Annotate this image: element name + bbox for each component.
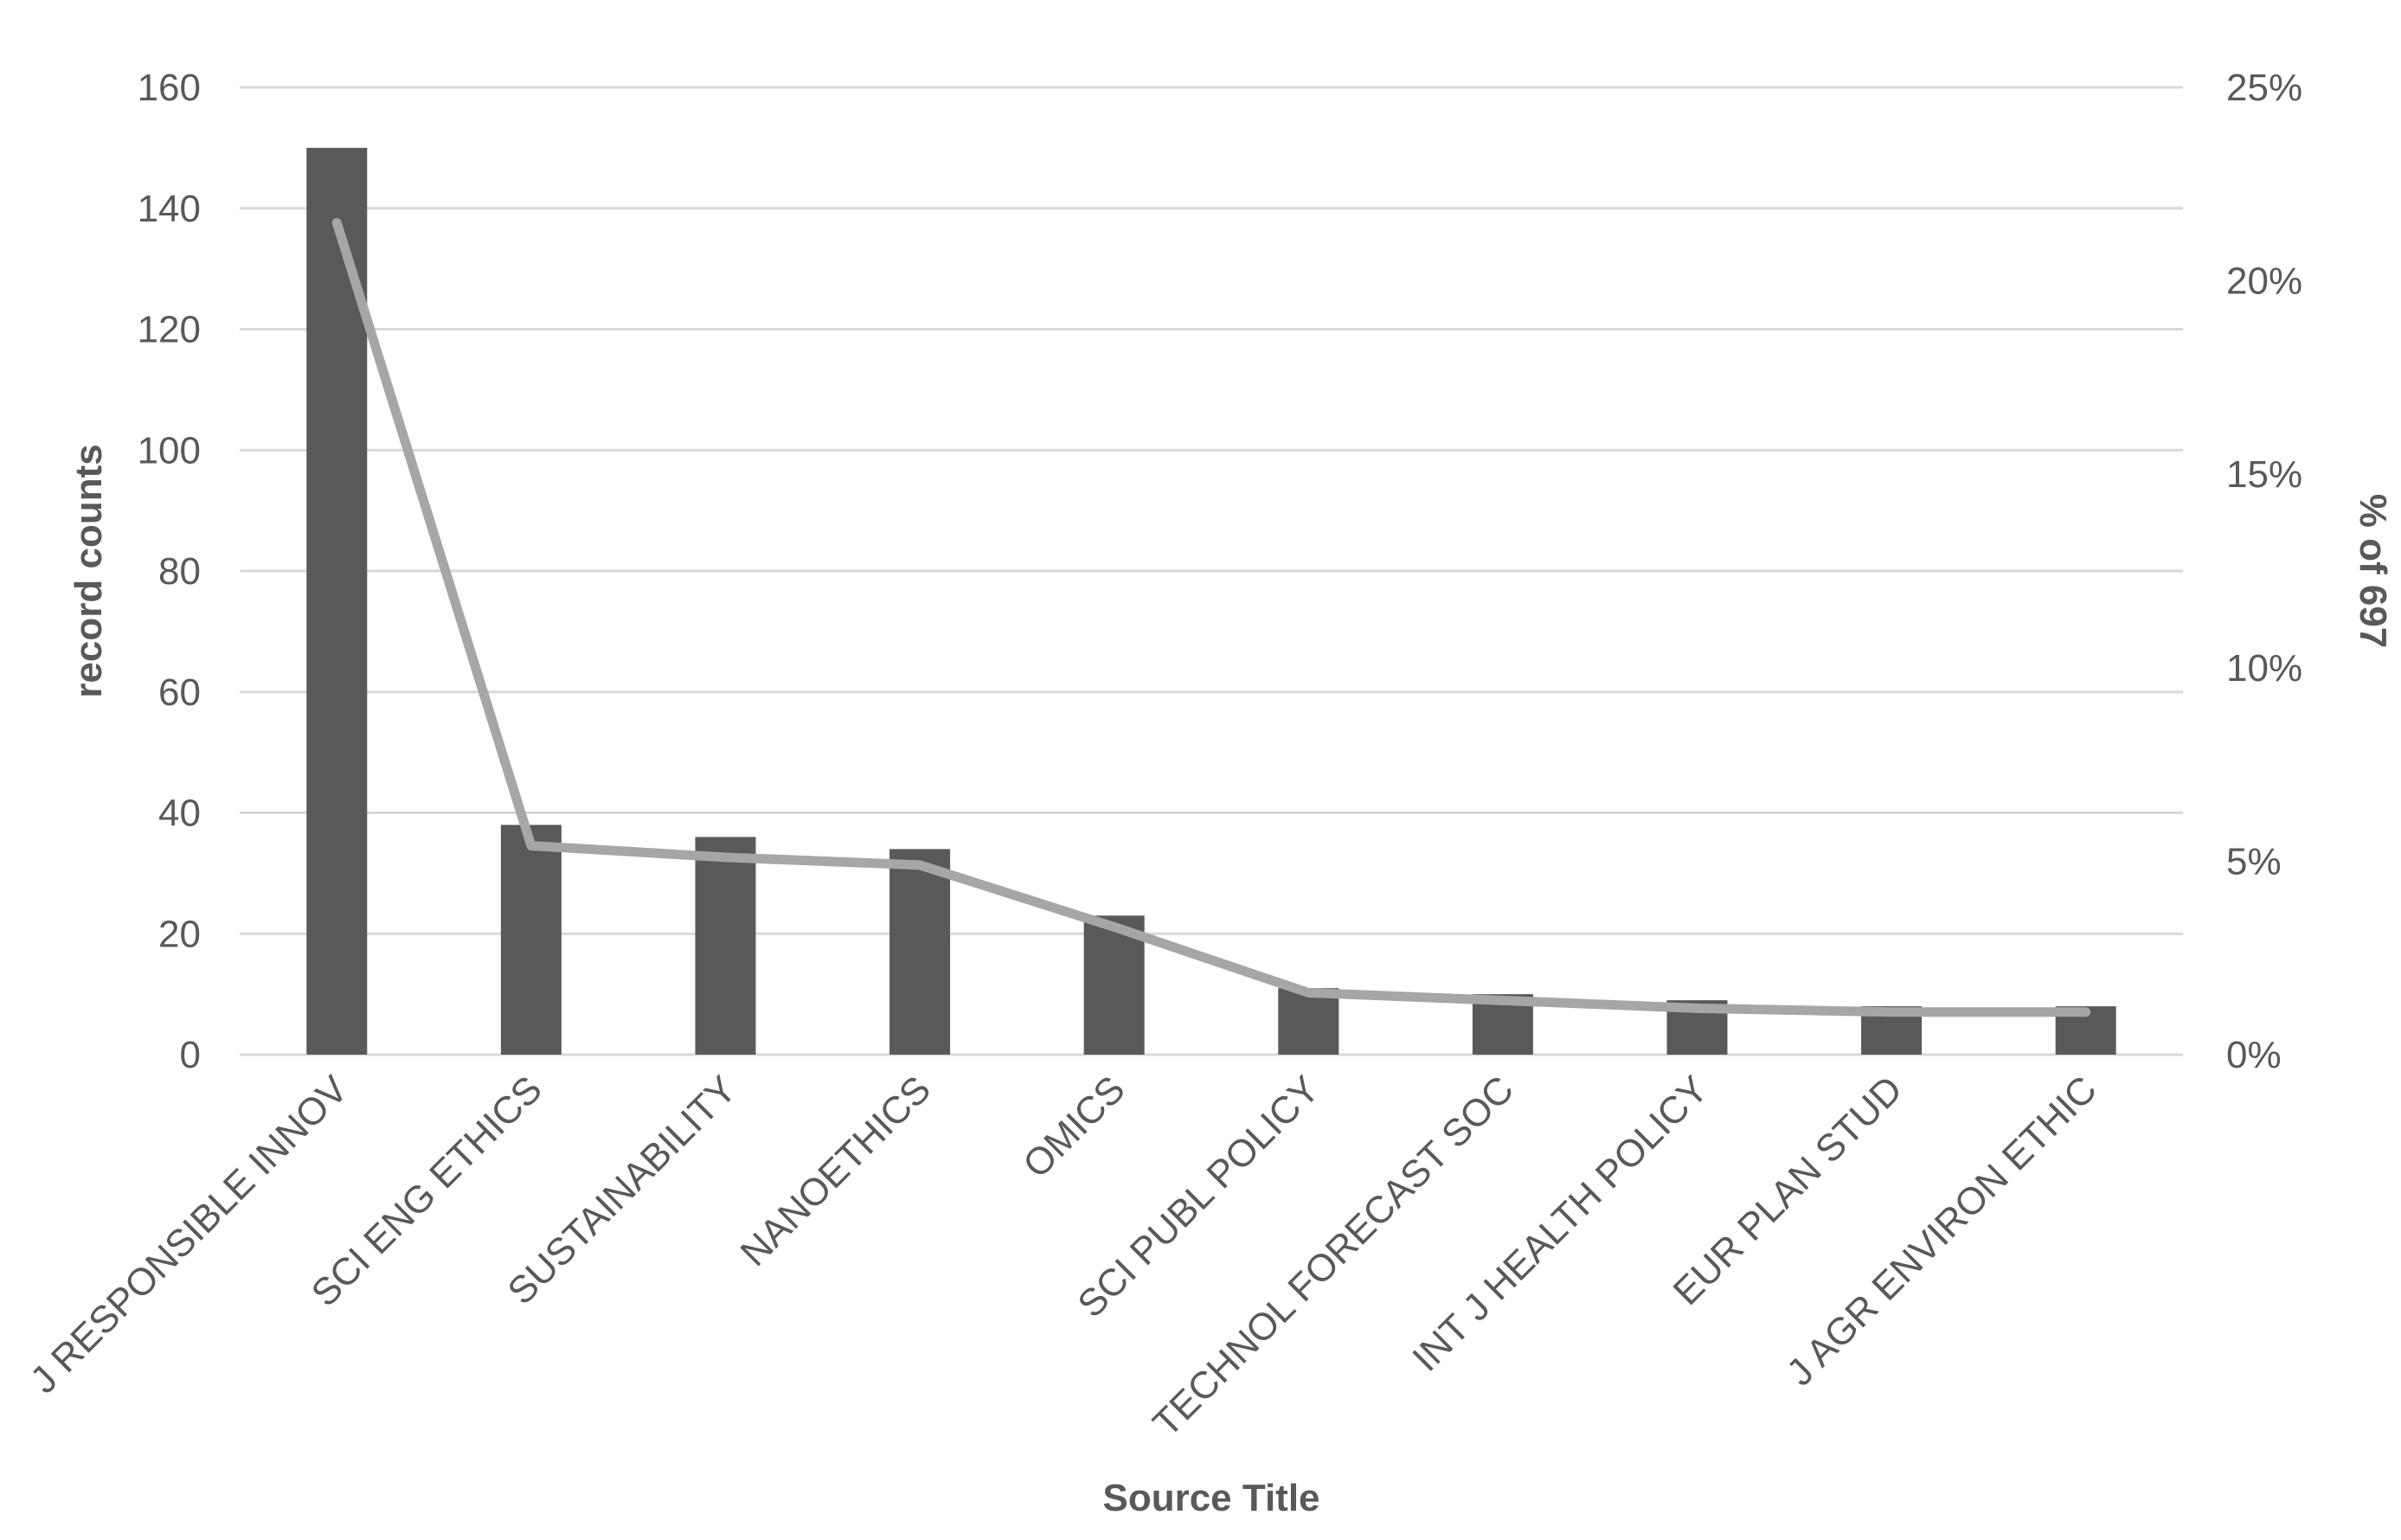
line-series (331, 218, 2091, 1017)
gridlines (240, 86, 2183, 1056)
right-tick-label: 25% (2226, 67, 2302, 109)
right-axis-ticks: 0% 5% 10% 15% 20% 25% (2226, 67, 2302, 1076)
category-label: OMICS (1015, 1068, 1133, 1186)
line-point (1696, 1007, 1698, 1010)
right-tick-label: 0% (2226, 1034, 2282, 1076)
category-label: NANOETHICS (733, 1068, 940, 1274)
bar (1278, 988, 1339, 1055)
line-point (919, 863, 921, 866)
left-axis-ticks: 0 20 40 60 80 100 120 140 160 (138, 67, 201, 1076)
right-tick-label: 20% (2226, 260, 2302, 303)
left-tick-label: 20 (158, 913, 201, 955)
category-label: J RESPONSIBLE INNOV (22, 1068, 356, 1402)
bar (500, 825, 562, 1055)
line-point (1113, 926, 1115, 928)
left-tick-label: 100 (138, 429, 201, 472)
right-tick-label: 5% (2226, 840, 2282, 882)
line-point (1501, 999, 1504, 1002)
bar (695, 837, 756, 1055)
bar-series (306, 147, 2116, 1055)
line-point (336, 221, 338, 224)
left-tick-label: 80 (158, 550, 201, 593)
right-axis-title: % of 697 (2352, 494, 2394, 649)
left-tick-label: 60 (158, 671, 201, 714)
line-point (1307, 991, 1310, 994)
right-tick-label: 10% (2226, 647, 2302, 690)
line-point (724, 856, 727, 858)
left-tick-label: 120 (138, 309, 201, 351)
left-tick-label: 140 (138, 188, 201, 230)
left-tick-label: 40 (158, 792, 201, 835)
line-point (530, 844, 532, 847)
line-point (1891, 1011, 1893, 1013)
left-tick-label: 160 (138, 67, 201, 109)
line-point (2084, 1011, 2087, 1013)
right-tick-label: 15% (2226, 453, 2302, 496)
left-axis-title: record counts (67, 444, 110, 697)
x-axis-title: Source Title (1102, 1477, 1319, 1519)
category-label: J AGR ENVIRON ETHIC (1779, 1068, 2105, 1394)
line-path (331, 218, 2091, 1017)
bar (889, 849, 951, 1055)
left-tick-label: 0 (180, 1034, 201, 1076)
category-label: TECHNOL FORECAST SOC (1145, 1068, 1522, 1445)
